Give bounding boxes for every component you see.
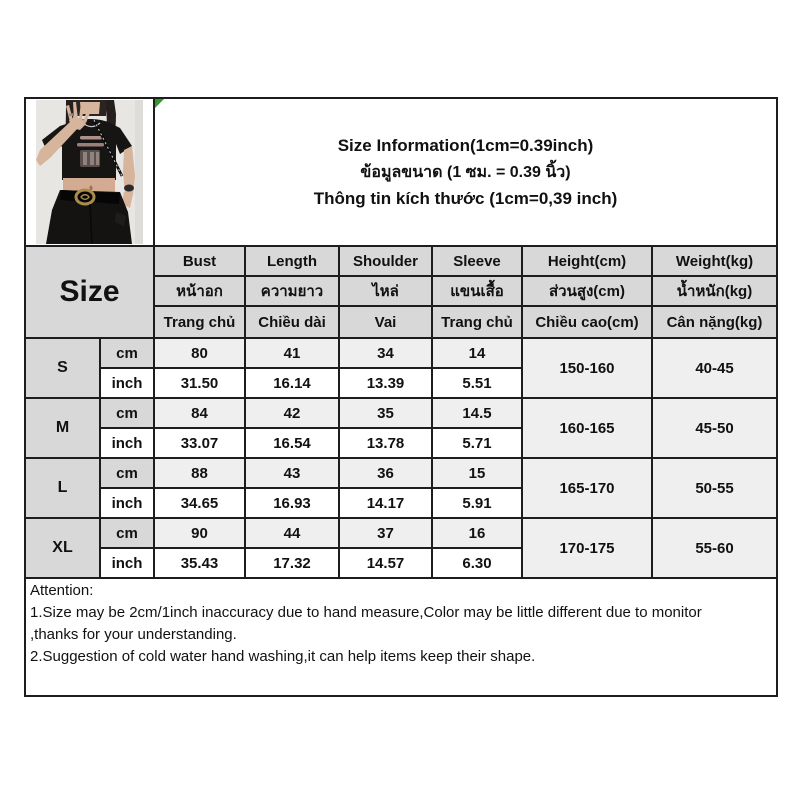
cell-s-bust-cm: 80: [153, 337, 246, 369]
cell-l-shoulder-inch: 14.17: [338, 487, 433, 519]
size-header: Size: [24, 245, 155, 339]
size-row-m: M: [24, 397, 101, 459]
col-bust-en: Bust: [153, 245, 246, 277]
cell-m-length-cm: 42: [244, 397, 340, 429]
raised-arm: [36, 122, 78, 166]
cell-xl-shoulder-cm: 37: [338, 517, 433, 549]
col-shoulder-th: ไหล่: [338, 275, 433, 307]
size-table: Size Information(1cm=0.39inch) ข้อมูลขนา…: [24, 97, 778, 697]
size-row-s: S: [24, 337, 101, 399]
cell-l-shoulder-cm: 36: [338, 457, 433, 489]
col-length-vi: Chiều dài: [244, 305, 340, 339]
col-sleeve-en: Sleeve: [431, 245, 523, 277]
size-row-l: L: [24, 457, 101, 519]
cell-xl-length-cm: 44: [244, 517, 340, 549]
unit-label-inch: inch: [99, 487, 155, 519]
cell-m-sleeve-cm: 14.5: [431, 397, 523, 429]
title-english: Size Information(1cm=0.39inch): [337, 135, 594, 155]
col-weight-th: น้ำหนัก(kg): [651, 275, 778, 307]
belt-buckle: [74, 188, 96, 206]
cell-m-shoulder-cm: 35: [338, 397, 433, 429]
col-sleeve-th: แขนเสื้อ: [431, 275, 523, 307]
title-vietnamese: Thông tin kích thước (1cm=0,39 inch): [313, 188, 618, 208]
cell-xl-sleeve-inch: 6.30: [431, 547, 523, 579]
cell-xl-weight: 55-60: [651, 517, 778, 579]
col-weight-vi: Cân nặng(kg): [651, 305, 778, 339]
attention-line-3: 2.Suggestion of cold water hand washing,…: [30, 648, 536, 665]
cell-m-shoulder-inch: 13.78: [338, 427, 433, 459]
col-height-en: Height(cm): [521, 245, 653, 277]
attention-line-2: ,thanks for your understanding.: [30, 626, 237, 643]
cell-s-length-inch: 16.14: [244, 367, 340, 399]
col-weight-en: Weight(kg): [651, 245, 778, 277]
cell-s-sleeve-cm: 14: [431, 337, 523, 369]
cell-s-shoulder-cm: 34: [338, 337, 433, 369]
product-model-photo: [36, 100, 143, 244]
cell-l-height: 165-170: [521, 457, 653, 519]
cell-l-bust-inch: 34.65: [153, 487, 246, 519]
cell-m-height: 160-165: [521, 397, 653, 459]
cell-s-sleeve-inch: 5.51: [431, 367, 523, 399]
model-photo-cell: [24, 97, 155, 247]
midriff: [63, 178, 115, 192]
green-corner-marker-icon: [156, 100, 164, 108]
cell-xl-length-inch: 17.32: [244, 547, 340, 579]
cell-s-height: 150-160: [521, 337, 653, 399]
cell-l-sleeve-cm: 15: [431, 457, 523, 489]
col-height-vi: Chiều cao(cm): [521, 305, 653, 339]
cell-s-bust-inch: 31.50: [153, 367, 246, 399]
cell-xl-sleeve-cm: 16: [431, 517, 523, 549]
cell-xl-shoulder-inch: 14.57: [338, 547, 433, 579]
col-bust-th: หน้าอก: [153, 275, 246, 307]
cell-m-weight: 45-50: [651, 397, 778, 459]
cell-s-weight: 40-45: [651, 337, 778, 399]
unit-label-inch: inch: [99, 427, 155, 459]
attention-heading: Attention:: [30, 582, 94, 599]
belt: [60, 190, 120, 204]
cell-m-bust-inch: 33.07: [153, 427, 246, 459]
cell-m-sleeve-inch: 5.71: [431, 427, 523, 459]
cell-xl-height: 170-175: [521, 517, 653, 579]
cell-l-length-inch: 16.93: [244, 487, 340, 519]
title-thai: ข้อมูลขนาด (1 ซม. = 0.39 นิ้ว): [360, 163, 571, 181]
cell-l-sleeve-inch: 5.91: [431, 487, 523, 519]
unit-label-cm: cm: [99, 517, 155, 549]
col-shoulder-vi: Vai: [338, 305, 433, 339]
col-shoulder-en: Shoulder: [338, 245, 433, 277]
cell-l-bust-cm: 88: [153, 457, 246, 489]
cell-l-weight: 50-55: [651, 457, 778, 519]
cell-xl-bust-inch: 35.43: [153, 547, 246, 579]
cell-xl-bust-cm: 90: [153, 517, 246, 549]
cell-m-bust-cm: 84: [153, 397, 246, 429]
unit-label-cm: cm: [99, 457, 155, 489]
cell-s-length-cm: 41: [244, 337, 340, 369]
unit-label-cm: cm: [99, 397, 155, 429]
unit-label-cm: cm: [99, 337, 155, 369]
unit-label-inch: inch: [99, 367, 155, 399]
col-height-th: ส่วนสูง(cm): [521, 275, 653, 307]
size-row-xl: XL: [24, 517, 101, 579]
attention-line-1: 1.Size may be 2cm/1inch inaccuracy due t…: [30, 604, 702, 621]
cell-s-shoulder-inch: 13.39: [338, 367, 433, 399]
size-chart-image: Size Information(1cm=0.39inch) ข้อมูลขนา…: [24, 97, 778, 697]
cell-m-length-inch: 16.54: [244, 427, 340, 459]
cell-l-length-cm: 43: [244, 457, 340, 489]
title-block: Size Information(1cm=0.39inch) ข้อมูลขนา…: [153, 97, 778, 247]
col-length-en: Length: [244, 245, 340, 277]
col-length-th: ความยาว: [244, 275, 340, 307]
unit-label-inch: inch: [99, 547, 155, 579]
col-bust-vi: Trang chủ: [153, 305, 246, 339]
col-sleeve-vi: Trang chủ: [431, 305, 523, 339]
black-pants: [46, 190, 132, 244]
attention-note: Attention: 1.Size may be 2cm/1inch inacc…: [24, 577, 778, 697]
